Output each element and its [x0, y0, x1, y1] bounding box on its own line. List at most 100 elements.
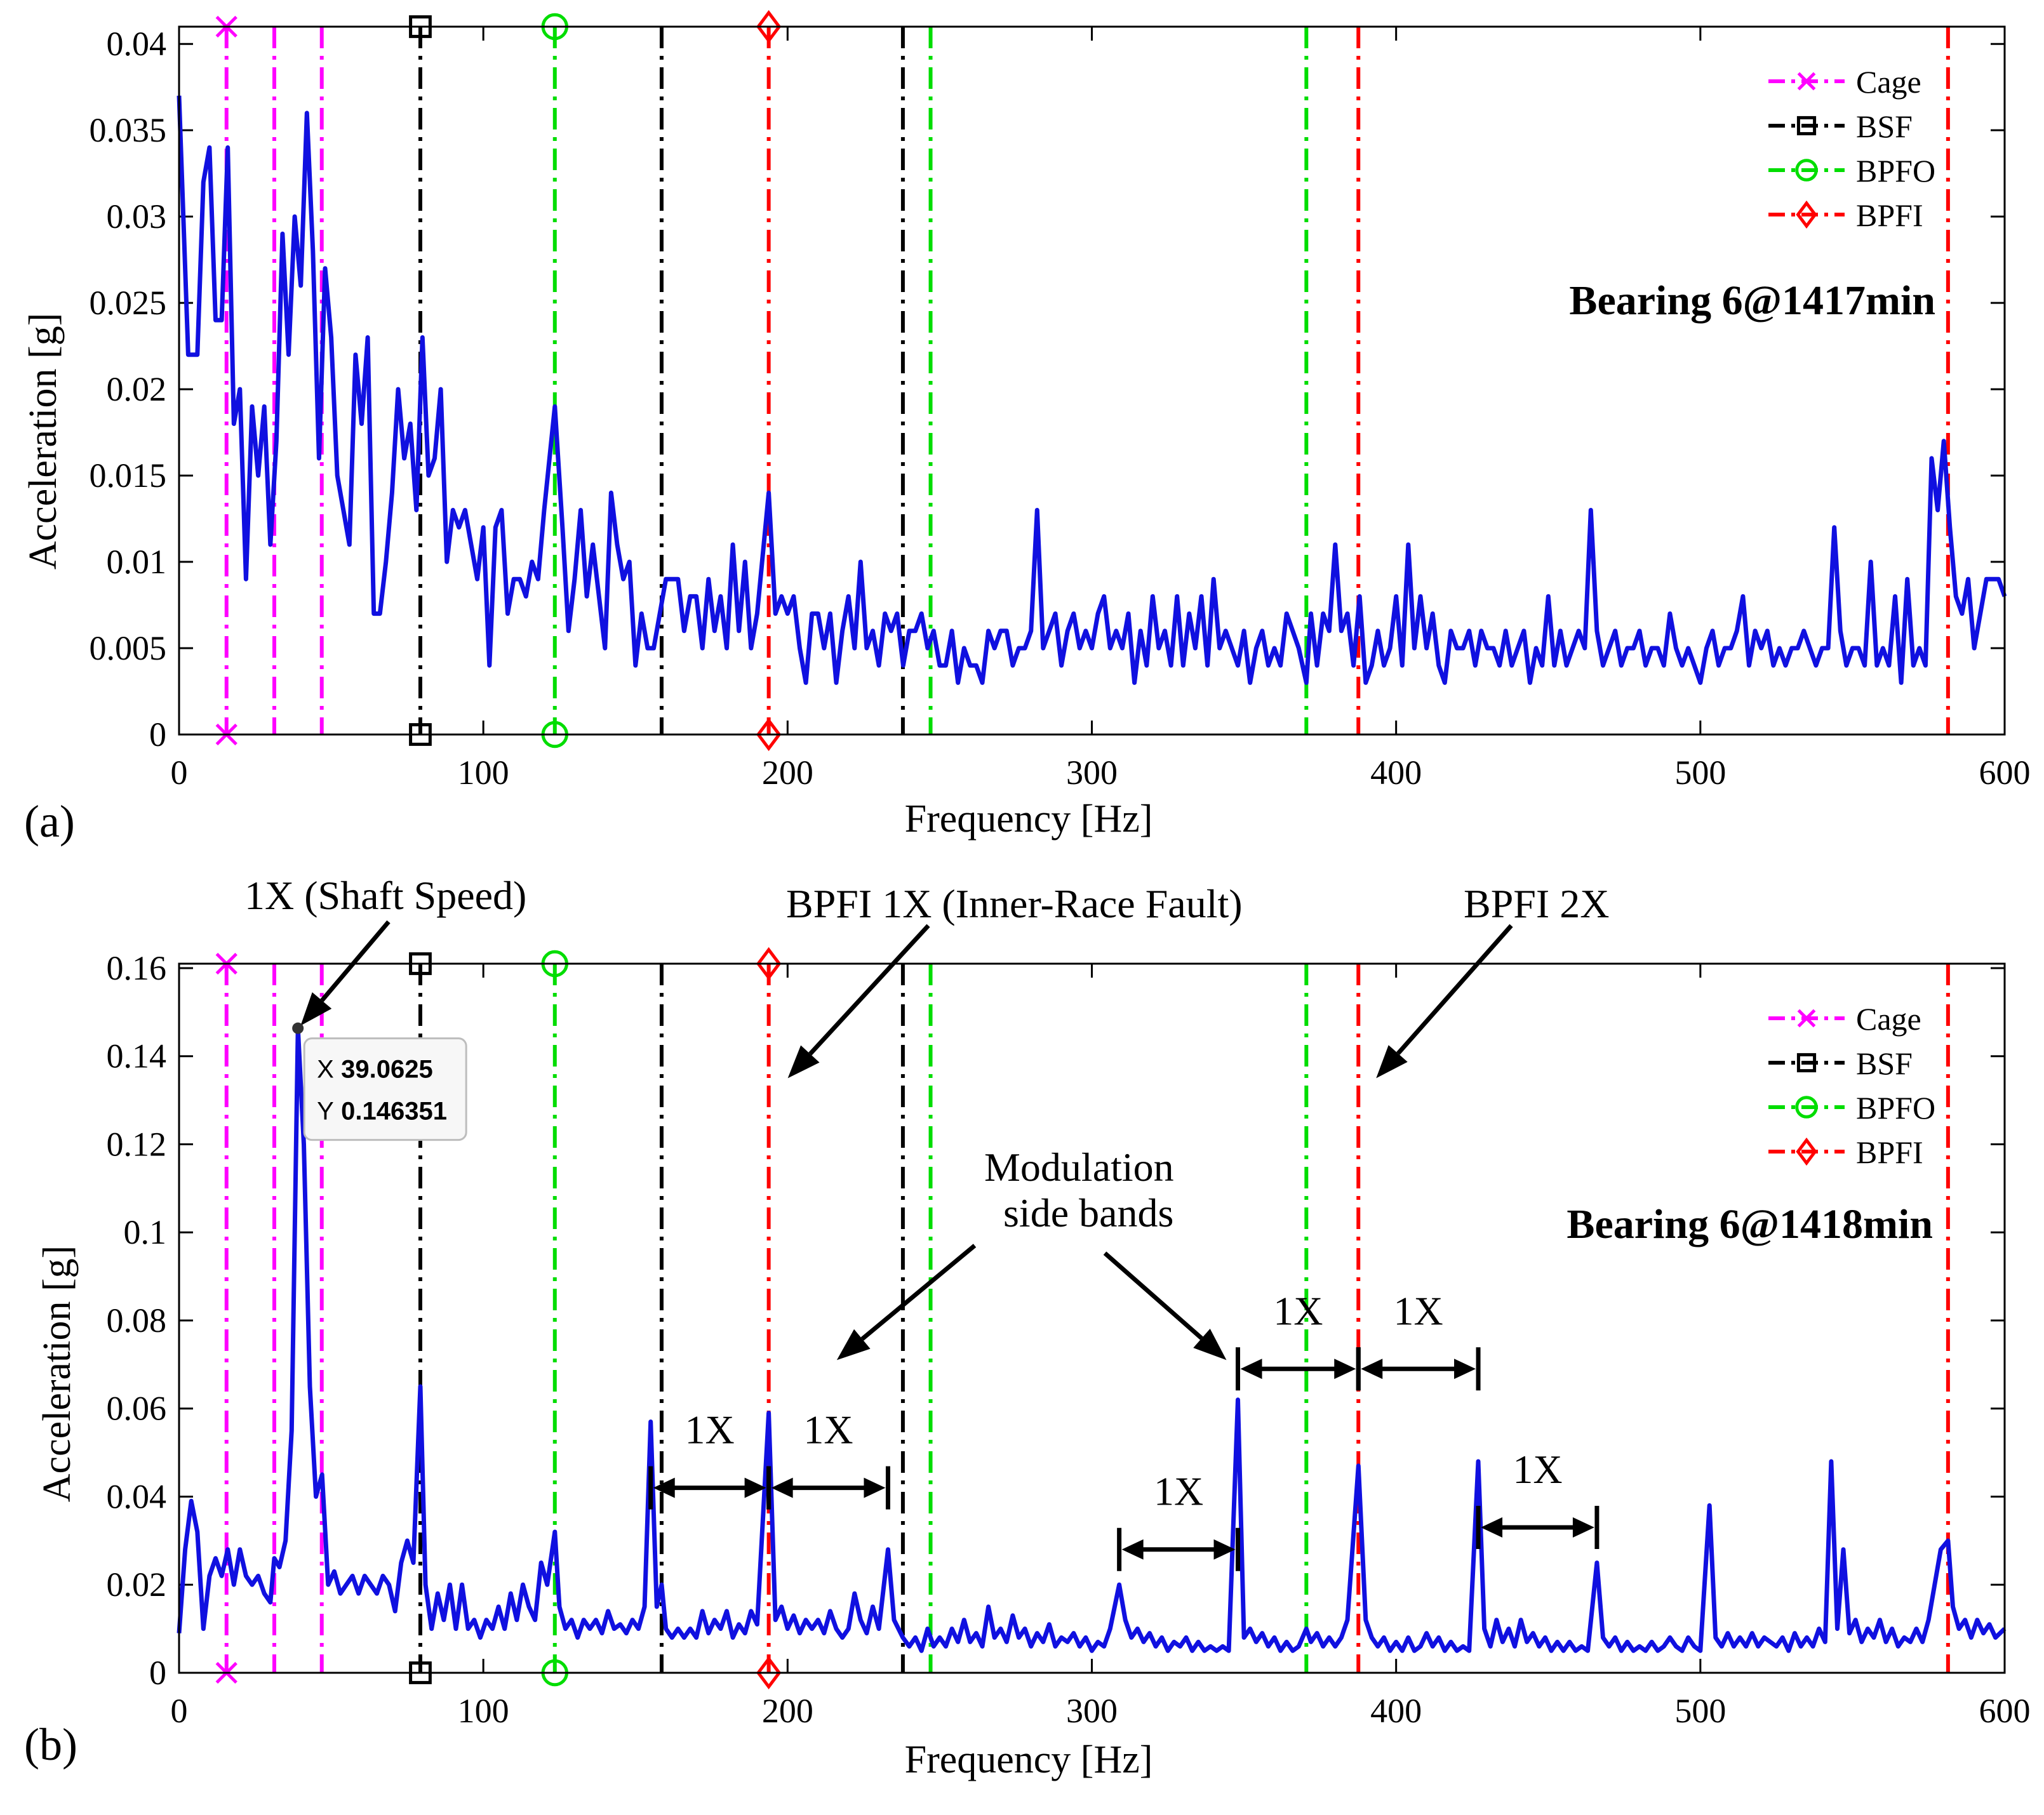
annotation-side-bands: side bands: [1003, 1190, 1173, 1235]
diamond-marker: [756, 717, 782, 752]
y-tick-label: 0.04: [107, 1477, 167, 1515]
datatip-x-label: X: [317, 1056, 334, 1084]
span-1x: 1X: [1476, 1447, 1600, 1550]
y-tick-label: 0.03: [107, 197, 167, 236]
annotation-arrow: [1376, 924, 1513, 1079]
y-tick-label: 0: [149, 1654, 166, 1692]
y-tick-label: 0.06: [107, 1390, 167, 1428]
x-ticks: 0 100 200 300 400 500 600: [171, 964, 2031, 1730]
datatip-y-label: Y: [317, 1098, 334, 1126]
x-ticks: 0 100 200 300 400 500 600: [171, 27, 2031, 792]
datatip-point: [292, 1022, 304, 1034]
x-marker: [1797, 72, 1816, 91]
datatip-x-value: 39.0625: [341, 1056, 433, 1084]
annotation-arrow: [787, 924, 930, 1079]
x-tick-label: 100: [458, 1692, 509, 1730]
y-tick-label: 0.1: [124, 1213, 167, 1251]
x-axis-label: Frequency [Hz]: [905, 797, 1153, 841]
datatip-y-value: 0.146351: [341, 1098, 447, 1126]
legend-label: BPFI: [1856, 1134, 1923, 1170]
legend-label: Cage: [1856, 1001, 1921, 1037]
y-tick-label: 0.14: [107, 1037, 167, 1075]
legend-label: BSF: [1856, 1046, 1913, 1081]
y-tick-label: 0.12: [107, 1125, 167, 1163]
legend-label: Cage: [1856, 64, 1921, 100]
datatip[interactable]: X 39.0625 Y 0.146351: [292, 1022, 467, 1141]
y-tick-label: 0.005: [90, 629, 167, 667]
legend-label: BPFO: [1856, 153, 1935, 189]
x-tick-label: 100: [458, 754, 509, 792]
panel-label: (a): [24, 796, 75, 847]
legend-label: BPFI: [1856, 197, 1923, 233]
legend-label: BSF: [1856, 109, 1913, 144]
diamond-marker: [756, 10, 782, 44]
x-axis-label: Frequency [Hz]: [905, 1738, 1153, 1781]
diamond-marker: [1796, 200, 1817, 229]
x-tick-label: 400: [1370, 1692, 1422, 1730]
bearing-label: Bearing 6@1418min: [1566, 1201, 1933, 1247]
span-label: 1X: [685, 1407, 735, 1453]
span-1x: 1X: [1356, 1288, 1481, 1391]
y-tick-label: 0.16: [107, 949, 167, 987]
panel-label: (b): [24, 1719, 77, 1770]
span-label: 1X: [1154, 1469, 1203, 1514]
spectrum-line: [177, 95, 2007, 685]
x-tick-label: 300: [1066, 754, 1118, 792]
y-tick-label: 0.02: [107, 1566, 167, 1604]
span-1x: 1X: [766, 1407, 890, 1510]
x-tick-label: 600: [1979, 754, 2031, 792]
y-tick-label: 0.035: [90, 111, 167, 149]
x-tick-label: 500: [1674, 754, 1726, 792]
y-ticks: 0 0.005 0.01 0.015 0.02 0.025 0.03 0.035 0.04: [90, 25, 2005, 754]
x-tick-label: 0: [171, 754, 188, 792]
x-tick-label: 500: [1674, 1692, 1726, 1730]
legend: Cage BSF BPFO BPFI: [1768, 64, 1935, 233]
annotation-arrow: [836, 1244, 977, 1360]
y-axis-label: Acceleration [g]: [36, 1246, 79, 1502]
annotation-arrow: [300, 920, 391, 1026]
square-marker: [1796, 116, 1817, 136]
x-tick-label: 200: [762, 1692, 813, 1730]
span-label: 1X: [803, 1407, 853, 1453]
datatip-box: [303, 1037, 467, 1141]
x-tick-label: 300: [1066, 1692, 1118, 1730]
diamond-marker: [756, 947, 782, 981]
span-markers: 1X 1X 1X 1X 1X 1X: [648, 1288, 1600, 1571]
axes-frame: [178, 25, 2006, 736]
span-label: 1X: [1513, 1447, 1562, 1492]
x-tick-label: 0: [171, 1692, 188, 1730]
annotation-modulation: Modulation: [984, 1145, 1174, 1190]
x-marker: [1797, 1009, 1816, 1028]
annotation-bpfi-2x: BPFI 2X: [1464, 881, 1609, 926]
span-1x: 1X: [1117, 1469, 1240, 1571]
annotation-bpfi-1x: BPFI 1X (Inner-Race Fault): [786, 881, 1243, 926]
y-tick-label: 0.025: [90, 284, 167, 322]
circle-marker: [1795, 159, 1818, 182]
annotation-shaft-speed: 1X (Shaft Speed): [244, 873, 526, 918]
axes-frame: [178, 962, 2006, 1674]
y-tick-label: 0.015: [90, 456, 167, 495]
y-tick-label: 0.02: [107, 370, 167, 408]
y-tick-label: 0.04: [107, 25, 167, 63]
span-label: 1X: [1273, 1288, 1323, 1333]
panel-a: (a) Frequency [Hz] Acceleration [g] 0 100…: [22, 10, 2031, 847]
diamond-marker: [1796, 1137, 1817, 1166]
x-tick-label: 600: [1979, 1692, 2031, 1730]
annotation-arrow: [1103, 1251, 1227, 1360]
circle-marker: [1795, 1096, 1818, 1119]
y-tick-label: 0.08: [107, 1301, 167, 1340]
bearing-label: Bearing 6@1417min: [1569, 277, 1935, 324]
span-label: 1X: [1394, 1288, 1443, 1333]
spectrum-line: [177, 1026, 2007, 1653]
panel-b: (b) Frequency [Hz] Acceleration [g] 0 100…: [24, 873, 2031, 1781]
x-tick-label: 400: [1370, 754, 1422, 792]
square-marker: [1796, 1053, 1817, 1073]
x-tick-label: 200: [762, 754, 813, 792]
annotation-arrows: [300, 920, 1513, 1360]
legend: Cage BSF BPFO BPFI: [1768, 1001, 1935, 1170]
diamond-marker: [756, 1656, 782, 1690]
y-tick-label: 0.01: [107, 543, 167, 581]
legend-label: BPFO: [1856, 1090, 1935, 1126]
